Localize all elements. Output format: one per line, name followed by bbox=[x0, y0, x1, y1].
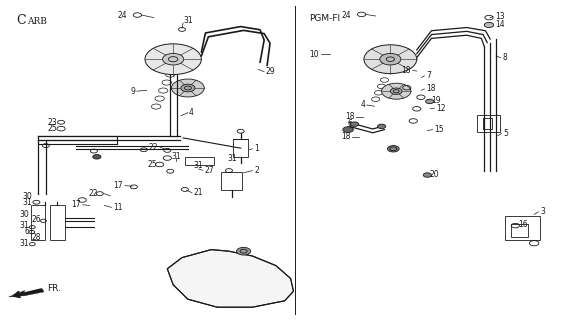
Text: 31: 31 bbox=[20, 221, 29, 230]
Circle shape bbox=[343, 127, 353, 132]
Bar bbox=[31, 205, 45, 240]
Circle shape bbox=[484, 22, 494, 28]
Text: 13: 13 bbox=[495, 12, 504, 21]
Bar bbox=[505, 216, 540, 240]
Text: 18: 18 bbox=[341, 132, 350, 141]
Circle shape bbox=[382, 83, 411, 99]
Text: 20: 20 bbox=[430, 170, 439, 179]
Circle shape bbox=[181, 84, 195, 92]
Text: 8: 8 bbox=[502, 53, 507, 62]
Text: 28: 28 bbox=[32, 233, 41, 242]
Text: 25: 25 bbox=[148, 160, 157, 169]
Text: 3: 3 bbox=[540, 207, 545, 216]
Text: 11: 11 bbox=[113, 203, 123, 212]
Text: C: C bbox=[16, 14, 26, 28]
Bar bbox=[483, 118, 492, 129]
Text: 7: 7 bbox=[426, 71, 431, 80]
Text: FR.: FR. bbox=[47, 284, 61, 293]
Polygon shape bbox=[9, 289, 44, 297]
Text: 19: 19 bbox=[431, 96, 441, 105]
Circle shape bbox=[350, 122, 359, 126]
Text: 22: 22 bbox=[149, 143, 158, 152]
Text: 4: 4 bbox=[360, 100, 365, 109]
Circle shape bbox=[390, 88, 402, 94]
Bar bbox=[511, 224, 528, 237]
Bar bbox=[221, 172, 242, 190]
Text: 31: 31 bbox=[194, 161, 203, 170]
Text: 12: 12 bbox=[436, 104, 446, 113]
Text: 29: 29 bbox=[266, 67, 275, 76]
Text: 23: 23 bbox=[48, 118, 58, 127]
Text: 14: 14 bbox=[495, 20, 504, 28]
Text: 9: 9 bbox=[130, 87, 135, 96]
Bar bbox=[185, 157, 214, 165]
Text: 6: 6 bbox=[25, 227, 29, 236]
Text: 31: 31 bbox=[228, 154, 237, 163]
Text: 22: 22 bbox=[89, 189, 98, 198]
Circle shape bbox=[423, 173, 431, 177]
Text: 5: 5 bbox=[504, 129, 508, 138]
Circle shape bbox=[171, 79, 204, 97]
Text: 6: 6 bbox=[348, 119, 352, 128]
Bar bbox=[477, 115, 500, 132]
Circle shape bbox=[93, 155, 101, 159]
Text: 17: 17 bbox=[114, 181, 123, 190]
Text: 2: 2 bbox=[254, 166, 259, 175]
Circle shape bbox=[387, 146, 399, 152]
Text: 21: 21 bbox=[194, 188, 203, 197]
Text: 30: 30 bbox=[19, 210, 29, 219]
Text: 10: 10 bbox=[309, 50, 319, 59]
Text: 15: 15 bbox=[434, 125, 444, 134]
Circle shape bbox=[426, 99, 434, 104]
Text: 27: 27 bbox=[204, 166, 214, 175]
Text: 18: 18 bbox=[426, 84, 436, 93]
Text: 18: 18 bbox=[402, 66, 411, 75]
Text: 24: 24 bbox=[342, 11, 351, 20]
Text: PGM-FI: PGM-FI bbox=[309, 14, 340, 23]
Text: 16: 16 bbox=[518, 220, 527, 229]
Text: 31: 31 bbox=[171, 152, 181, 161]
Circle shape bbox=[145, 44, 201, 75]
Text: 25: 25 bbox=[48, 124, 58, 133]
Circle shape bbox=[163, 53, 184, 65]
Text: 30: 30 bbox=[22, 192, 32, 201]
Text: 24: 24 bbox=[117, 11, 127, 20]
Text: 26: 26 bbox=[32, 215, 41, 224]
Text: 31: 31 bbox=[183, 16, 193, 25]
Circle shape bbox=[380, 53, 401, 65]
Polygon shape bbox=[167, 250, 294, 307]
Circle shape bbox=[237, 247, 251, 255]
Text: 1: 1 bbox=[254, 144, 259, 153]
Text: 31: 31 bbox=[20, 239, 29, 248]
Text: 17: 17 bbox=[72, 200, 81, 209]
Text: ARB: ARB bbox=[27, 17, 47, 26]
Circle shape bbox=[377, 124, 386, 129]
Text: 18: 18 bbox=[345, 112, 355, 121]
Text: 31: 31 bbox=[23, 198, 32, 207]
Bar bbox=[233, 139, 248, 157]
Bar bbox=[50, 205, 65, 240]
Text: 4: 4 bbox=[189, 108, 194, 117]
Circle shape bbox=[364, 45, 417, 74]
